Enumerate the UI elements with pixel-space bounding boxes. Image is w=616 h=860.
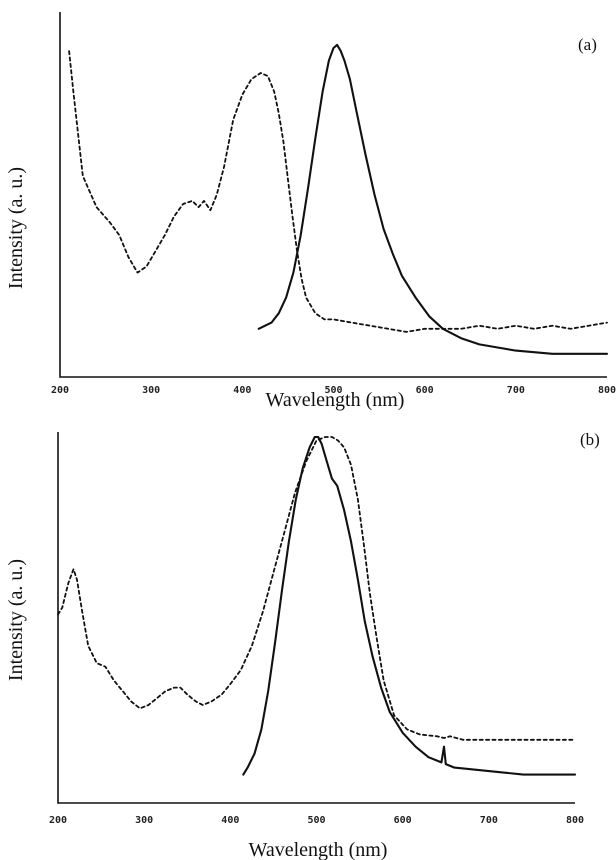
x-tick-label-a-200: 200	[51, 385, 69, 396]
x-axis-title-b: Wavelength (nm)	[249, 839, 388, 860]
panel-a: (a) Intensity (a. u.) Wavelength (nm) 20…	[5, 12, 616, 411]
solid-series-line-a	[257, 43, 609, 355]
axes-frame-b	[57, 432, 575, 804]
x-tick-label-b-800: 800	[566, 815, 584, 826]
x-tick-label-b-700: 700	[480, 815, 498, 826]
x-tick-label-b-200: 200	[49, 815, 67, 826]
dashed-series-line-b	[57, 436, 576, 741]
panel-label-b: (b)	[580, 430, 600, 449]
x-tick-label-b-400: 400	[221, 815, 239, 826]
x-tick-label-a-300: 300	[142, 385, 160, 396]
x-tick-label-a-400: 400	[233, 385, 251, 396]
x-tick-label-b-300: 300	[135, 815, 153, 826]
x-tick-labels-a: 200 300 400 500 600 700 800	[51, 385, 616, 396]
y-axis-title-a: Intensity (a. u.)	[5, 167, 27, 289]
x-tick-labels-b: 200 300 400 500 600 700 800	[49, 815, 584, 826]
x-tick-label-a-800: 800	[598, 385, 616, 396]
x-tick-label-a-500: 500	[324, 385, 342, 396]
series-group-a	[68, 43, 609, 355]
x-tick-label-a-700: 700	[507, 385, 525, 396]
panel-label-a: (a)	[578, 35, 597, 54]
dashed-series-line-a	[68, 50, 608, 333]
x-tick-label-b-500: 500	[307, 815, 325, 826]
axes-frame-a	[59, 12, 607, 378]
x-tick-label-a-600: 600	[416, 385, 434, 396]
panel-b: (b) Intensity (a. u.) Wavelength (nm) 20…	[5, 430, 600, 860]
x-axis-title-a: Wavelength (nm)	[266, 389, 405, 411]
solid-series-line-b	[242, 435, 577, 776]
series-group-b	[57, 435, 577, 776]
x-tick-label-b-600: 600	[394, 815, 412, 826]
y-axis-title-b: Intensity (a. u.)	[5, 559, 27, 681]
